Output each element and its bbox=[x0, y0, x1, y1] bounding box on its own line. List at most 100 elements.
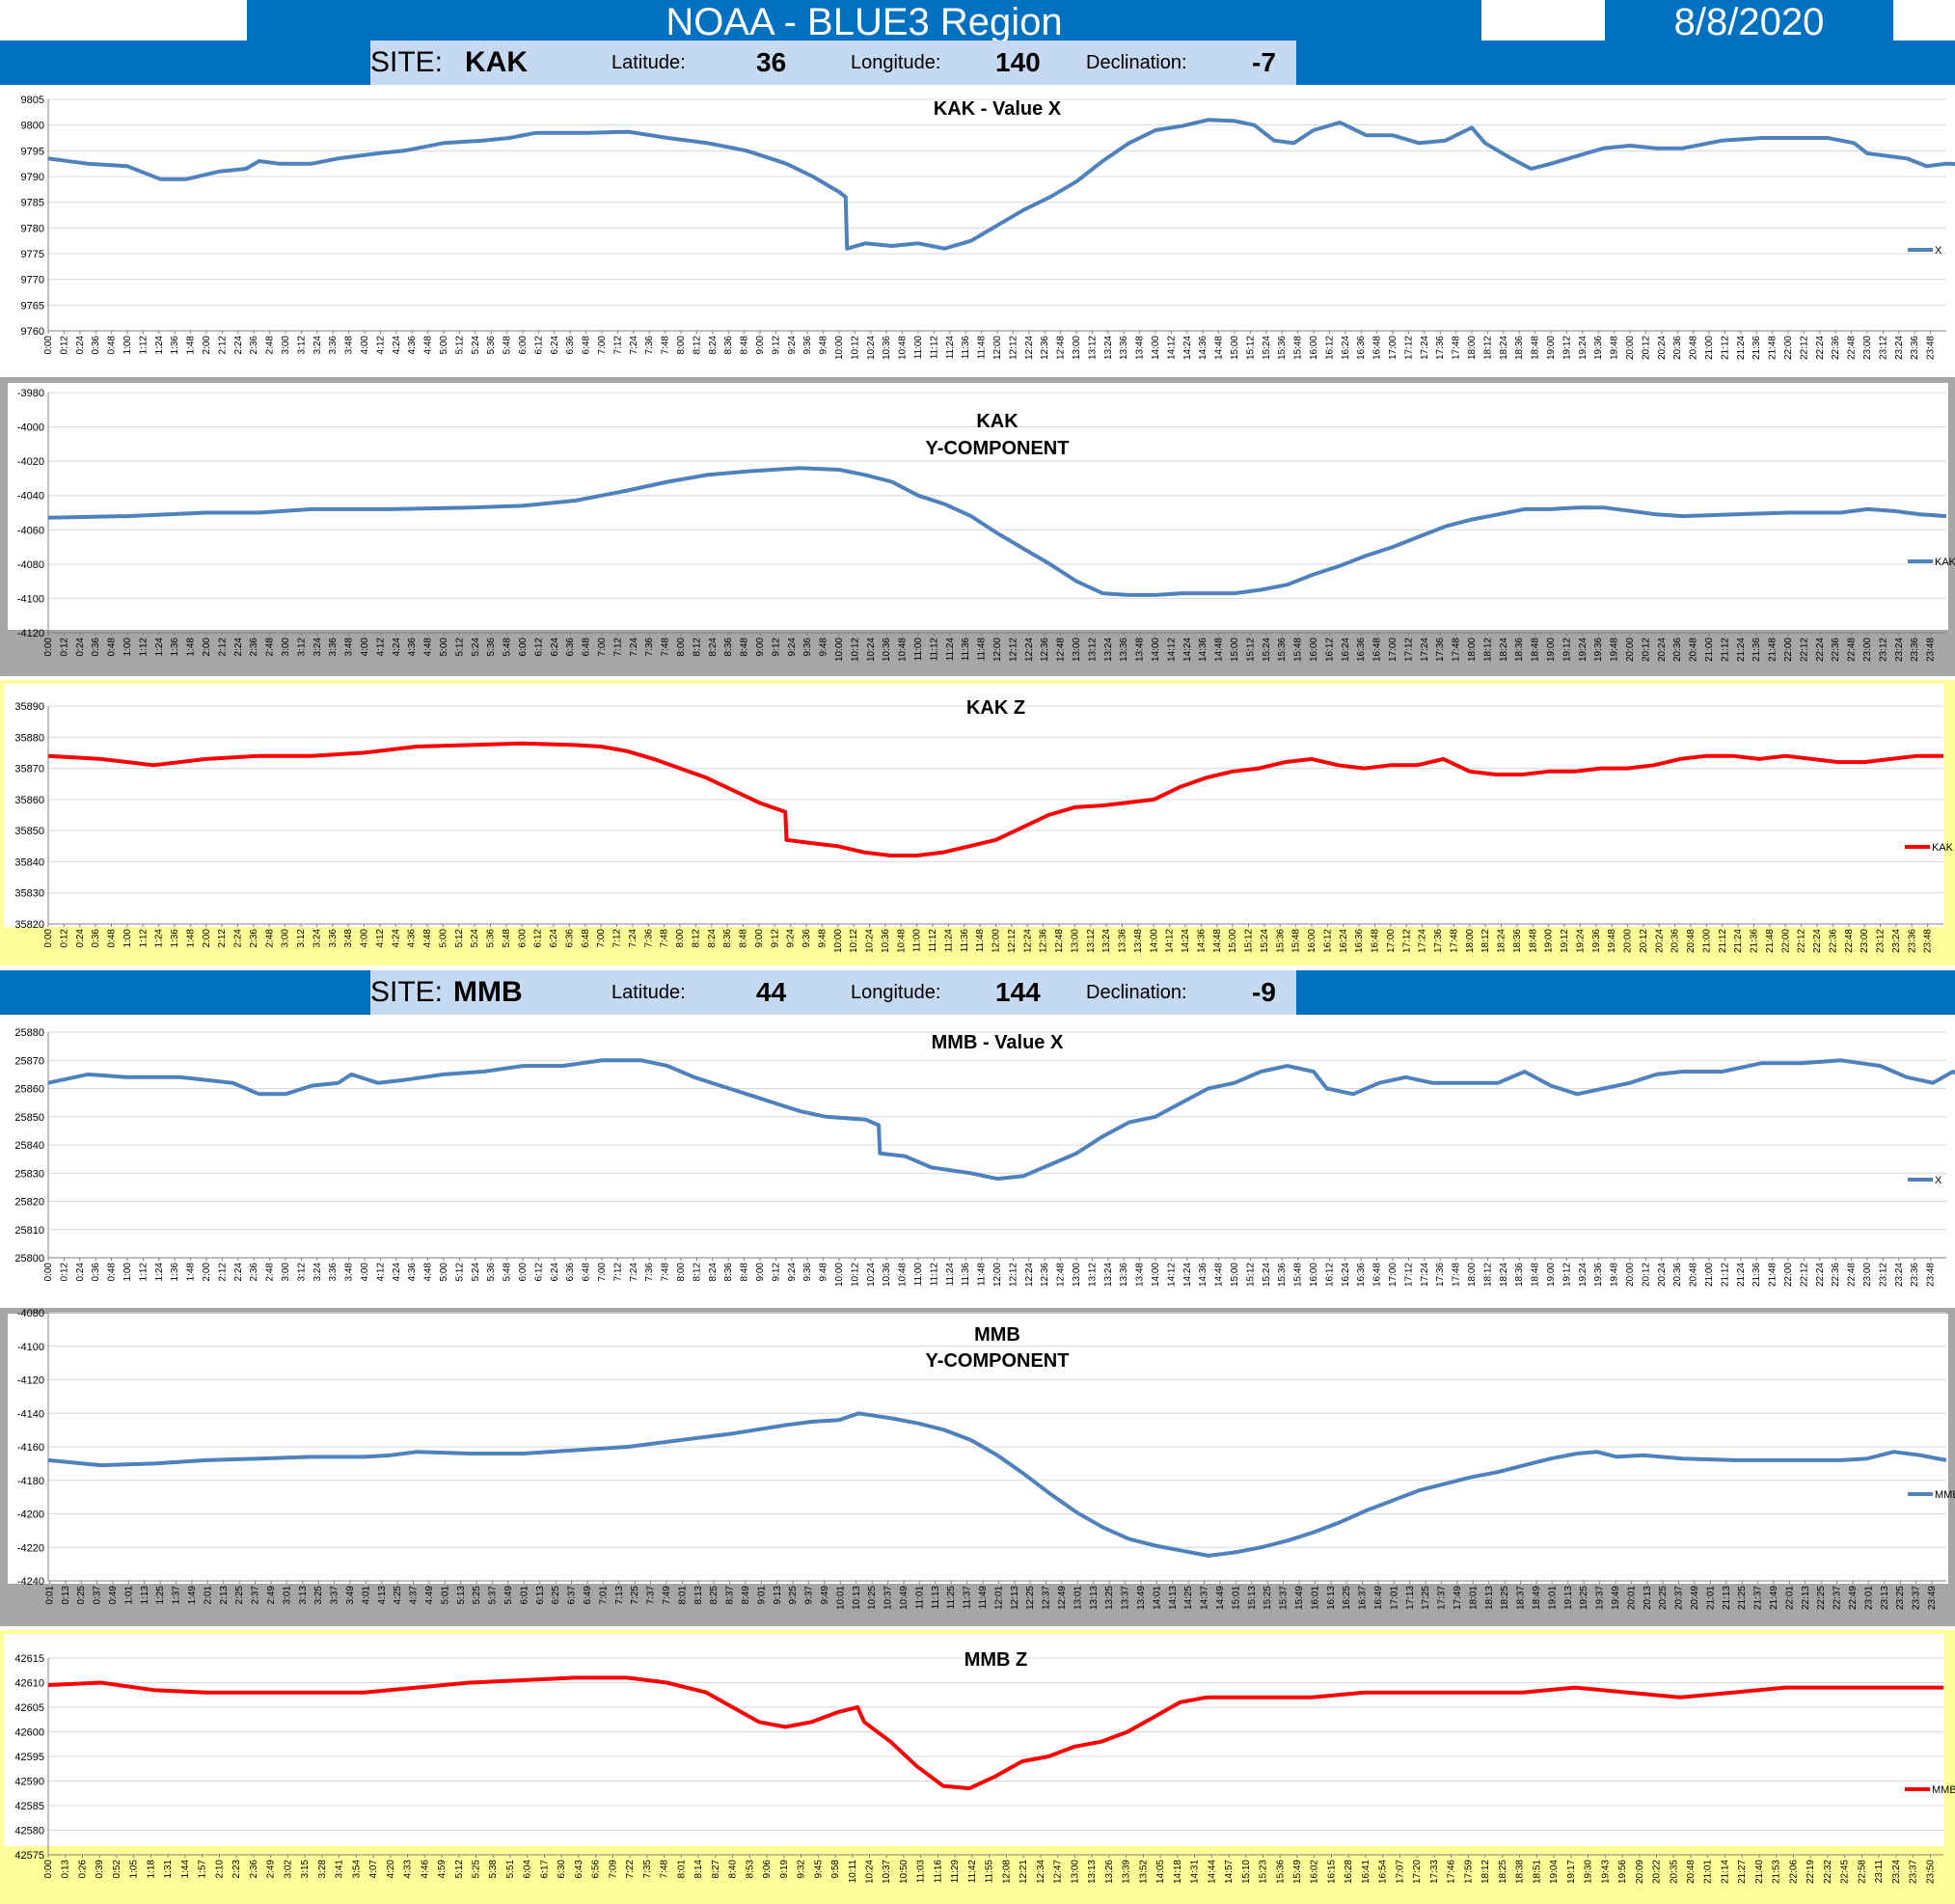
x-tick-label: 9:06 bbox=[762, 1860, 773, 1879]
x-tick-label: 9:36 bbox=[802, 638, 813, 657]
x-tick-label: 12:48 bbox=[1056, 336, 1067, 360]
y-tick-label: -4120 bbox=[17, 1375, 44, 1387]
x-tick-label: 13:00 bbox=[1072, 638, 1082, 662]
x-tick-label: 5:24 bbox=[471, 336, 481, 355]
x-tick-label: 12:01 bbox=[993, 1586, 1004, 1610]
x-tick-label: 15:24 bbox=[1262, 638, 1272, 662]
x-tick-label: 20:48 bbox=[1689, 638, 1699, 662]
x-tick-label: 4:33 bbox=[403, 1860, 414, 1879]
x-tick-label: 22:24 bbox=[1815, 638, 1826, 662]
x-tick-label: 14:57 bbox=[1224, 1860, 1235, 1884]
x-tick-label: 17:24 bbox=[1420, 336, 1430, 360]
x-tick-label: 3:00 bbox=[281, 336, 291, 355]
x-tick-label: 22:58 bbox=[1857, 1860, 1867, 1884]
x-tick-label: 20:37 bbox=[1674, 1586, 1685, 1610]
x-tick-label: 7:09 bbox=[608, 1860, 618, 1879]
x-tick-label: 21:00 bbox=[1704, 638, 1715, 662]
x-tick-label: 3:48 bbox=[344, 1263, 355, 1282]
y-tick-label: 35830 bbox=[14, 888, 44, 900]
x-tick-label: 20:00 bbox=[1623, 929, 1634, 953]
x-tick-label: 13:00 bbox=[1072, 336, 1082, 360]
x-tick-label: 23:24 bbox=[1891, 929, 1902, 953]
x-tick-label: 15:00 bbox=[1230, 1263, 1240, 1287]
x-tick-label: 4:48 bbox=[422, 929, 433, 948]
x-tick-label: 7:36 bbox=[643, 929, 654, 948]
x-tick-label: 3:36 bbox=[328, 638, 339, 657]
legend-label: MMB Z bbox=[1932, 1784, 1955, 1796]
x-tick-label: 23:13 bbox=[1880, 1586, 1890, 1610]
x-tick-label: 20:24 bbox=[1657, 1263, 1668, 1287]
chart-title: MMB - Value X bbox=[932, 1032, 1064, 1053]
x-tick-label: 16:24 bbox=[1341, 336, 1351, 360]
x-tick-label: 10:48 bbox=[898, 638, 909, 662]
x-tick-label: 14:12 bbox=[1166, 638, 1177, 662]
legend-label: MMB Y bbox=[1935, 1489, 1955, 1501]
x-tick-label: 22:36 bbox=[1831, 1263, 1841, 1287]
x-tick-label: 2:12 bbox=[217, 638, 228, 657]
x-tick-label: 12:12 bbox=[1008, 638, 1018, 662]
y-tick-label: -4040 bbox=[17, 491, 44, 503]
x-tick-label: 20:48 bbox=[1686, 929, 1697, 953]
x-tick-label: 2:48 bbox=[265, 336, 276, 355]
x-tick-label: 15:01 bbox=[1231, 1586, 1241, 1610]
x-tick-label: 8:36 bbox=[723, 638, 734, 657]
x-tick-label: 8:00 bbox=[676, 1263, 687, 1282]
x-tick-label: 11:48 bbox=[975, 929, 986, 953]
x-tick-label: 6:36 bbox=[565, 1263, 576, 1282]
x-tick-label: 5:13 bbox=[456, 1586, 467, 1605]
x-tick-label: 8:24 bbox=[708, 336, 719, 355]
x-tick-label: 2:24 bbox=[233, 336, 244, 355]
x-tick-label: 17:48 bbox=[1452, 336, 1462, 360]
x-tick-label: 16:24 bbox=[1339, 929, 1349, 953]
x-tick-label: 7:48 bbox=[661, 638, 671, 657]
x-tick-label: 12:36 bbox=[1040, 638, 1050, 662]
x-tick-label: 0:49 bbox=[108, 1586, 119, 1605]
x-tick-label: 13:36 bbox=[1118, 929, 1128, 953]
x-tick-label: 15:48 bbox=[1293, 638, 1304, 662]
x-tick-label: 19:00 bbox=[1546, 638, 1557, 662]
x-tick-label: 10:49 bbox=[899, 1586, 910, 1610]
y-tick-label: -4100 bbox=[17, 1342, 44, 1353]
x-tick-label: 11:48 bbox=[977, 638, 988, 662]
x-tick-label: 22:12 bbox=[1797, 929, 1807, 953]
x-tick-label: 22:24 bbox=[1815, 336, 1826, 360]
x-tick-label: 8:24 bbox=[707, 929, 718, 948]
x-tick-label: 5:12 bbox=[454, 638, 465, 657]
x-tick-label: 22:36 bbox=[1831, 336, 1841, 360]
x-tick-label: 5:25 bbox=[472, 1586, 482, 1605]
x-tick-label: 10:36 bbox=[882, 1263, 892, 1287]
x-tick-label: 18:48 bbox=[1531, 638, 1541, 662]
chart-mmb-y: -4240 -4220 -4200 -4180 -4160 -4140 -4120 -4100… bbox=[8, 1308, 1955, 1610]
site-code: MMB bbox=[453, 976, 523, 1008]
x-tick-label: 1:24 bbox=[154, 929, 165, 948]
x-tick-label: 17:20 bbox=[1412, 1860, 1423, 1884]
x-tick-label: 22:12 bbox=[1799, 336, 1809, 360]
x-tick-label: 13:36 bbox=[1119, 638, 1129, 662]
x-tick-label: 21:40 bbox=[1754, 1860, 1765, 1884]
x-tick-label: 8:24 bbox=[708, 1263, 719, 1282]
x-tick-label: 5:00 bbox=[438, 929, 448, 948]
x-tick-label: 6:13 bbox=[535, 1586, 546, 1605]
x-tick-label: 18:48 bbox=[1531, 336, 1541, 360]
x-tick-label: 1:00 bbox=[122, 929, 133, 948]
x-tick-label: 7:36 bbox=[644, 638, 655, 657]
x-tick-label: 17:13 bbox=[1405, 1586, 1416, 1610]
x-tick-label: 6:24 bbox=[550, 336, 560, 355]
x-tick-label: 7:12 bbox=[612, 929, 623, 948]
x-tick-label: 4:36 bbox=[407, 336, 418, 355]
x-tick-label: 9:36 bbox=[802, 1263, 813, 1282]
x-tick-label: 0:24 bbox=[75, 929, 86, 948]
x-tick-label: 18:00 bbox=[1465, 929, 1476, 953]
x-tick-label: 12:36 bbox=[1040, 1263, 1050, 1287]
x-tick-label: 16:01 bbox=[1310, 1586, 1320, 1610]
x-tick-label: 14:25 bbox=[1183, 1586, 1194, 1610]
x-tick-label: 3:25 bbox=[313, 1586, 324, 1605]
x-tick-label: 18:49 bbox=[1532, 1586, 1542, 1610]
x-tick-label: 1:05 bbox=[129, 1860, 140, 1879]
x-tick-label: 16:00 bbox=[1309, 1263, 1319, 1287]
x-tick-label: 3:48 bbox=[344, 638, 355, 657]
x-tick-label: 9:58 bbox=[830, 1860, 841, 1879]
x-tick-label: 8:12 bbox=[692, 336, 702, 355]
x-tick-label: 7:24 bbox=[629, 1263, 639, 1282]
x-tick-label: 6:36 bbox=[565, 638, 576, 657]
